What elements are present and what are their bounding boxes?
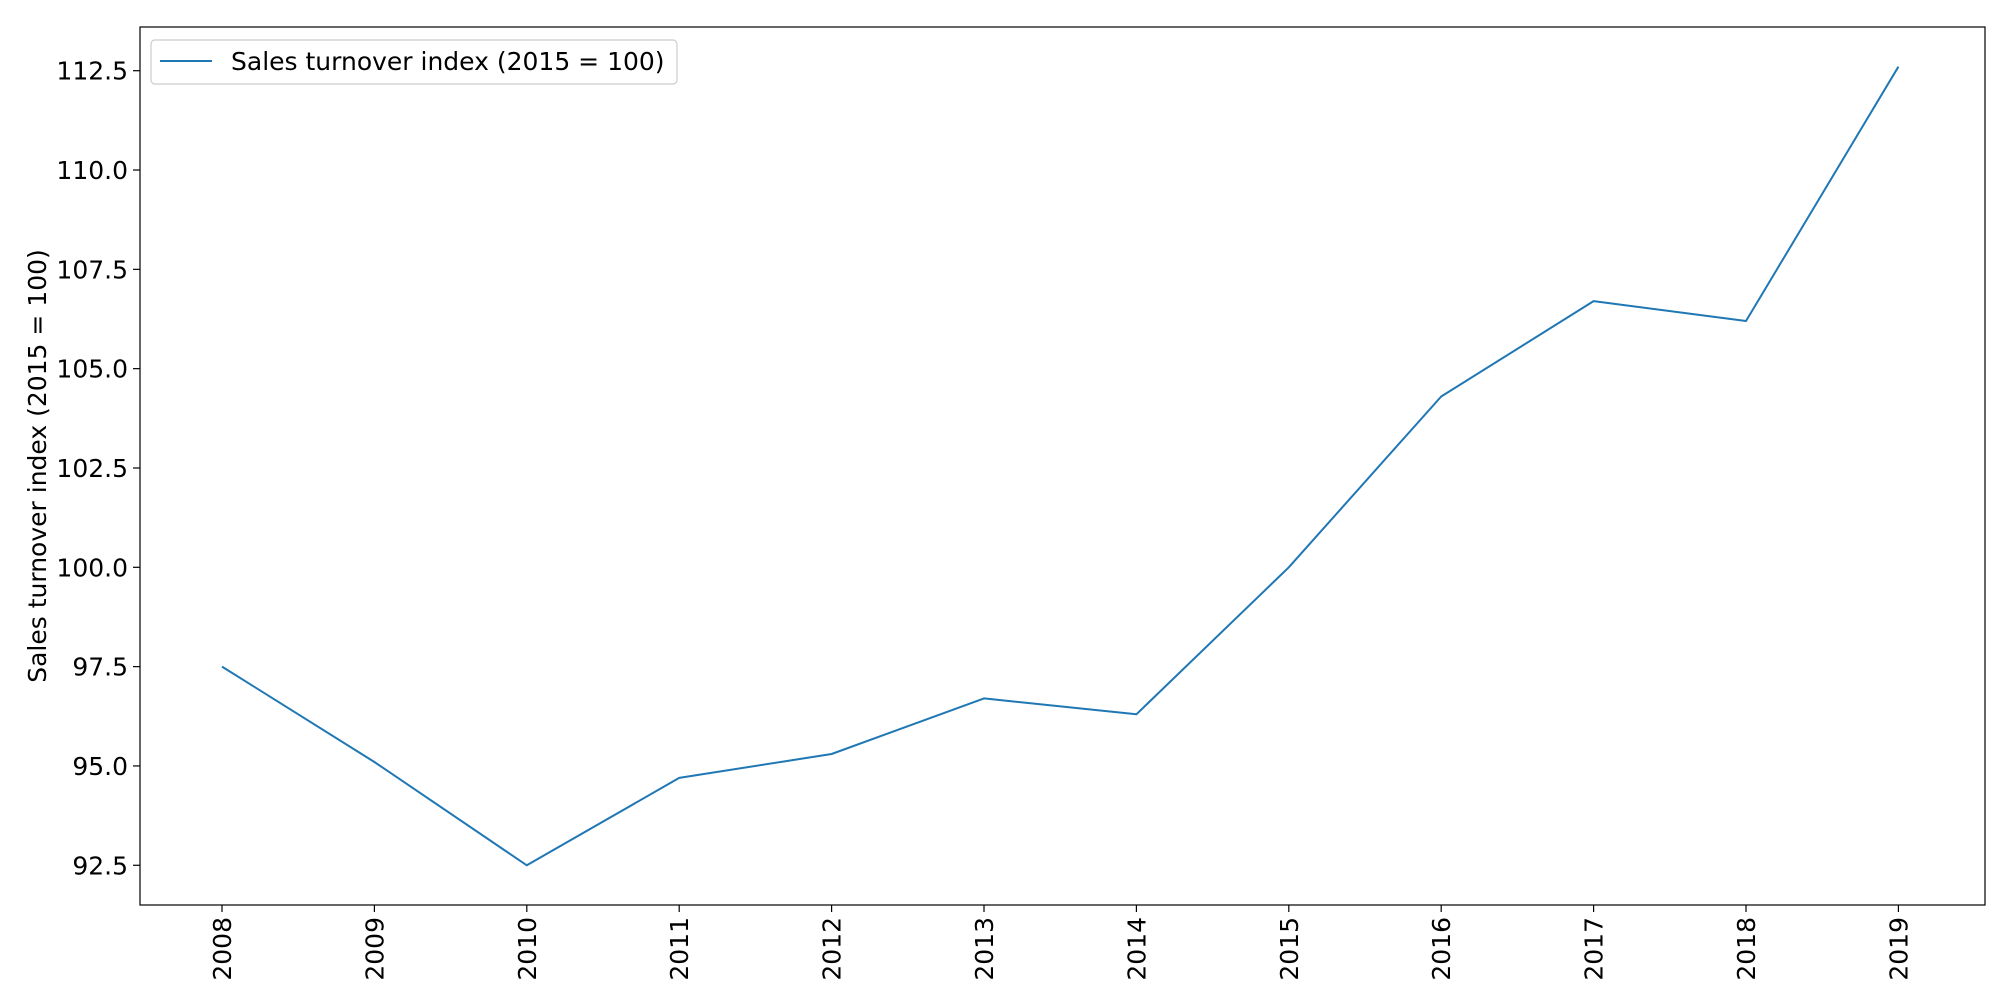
y-tick-label: 102.5 (56, 454, 128, 483)
y-tick-label: 112.5 (56, 57, 128, 86)
x-tick-label: 2016 (1427, 917, 1456, 981)
y-tick-label: 95.0 (72, 752, 128, 781)
series-line (221, 66, 1900, 867)
x-tick-label: 2015 (1275, 917, 1304, 981)
plot-frame (139, 26, 1986, 906)
y-tick-label: 107.5 (56, 255, 128, 284)
x-tick-label: 2010 (513, 917, 542, 981)
y-axis-ticks: 92.5 95.0 97.5 100.0 102.5 105.0 107.5 110.0 112… (56, 57, 140, 880)
x-tick-label: 2009 (360, 917, 389, 981)
y-tick-label: 105.0 (56, 355, 128, 384)
x-tick-label: 2019 (1884, 917, 1913, 981)
x-tick-label: 2014 (1122, 917, 1151, 981)
x-tick-label: 2017 (1580, 917, 1609, 981)
x-tick-label: 2011 (665, 917, 694, 981)
x-tick-label: 2013 (970, 917, 999, 981)
x-axis-ticks: 2008 2009 2010 2011 2012 2013 2014 2015 2016 2017… (208, 905, 1913, 981)
y-tick-label: 97.5 (72, 653, 128, 682)
legend-box (150, 39, 678, 85)
legend-label: Sales turnover index (2015 = 100) (231, 47, 665, 76)
y-tick-label: 110.0 (56, 156, 128, 185)
x-tick-label: 2012 (818, 917, 847, 981)
x-tick-label: 2018 (1732, 917, 1761, 981)
plot-area (140, 27, 1985, 905)
x-tick-label: 2008 (208, 917, 237, 981)
y-tick-label: 100.0 (56, 553, 128, 582)
y-axis-title: Sales turnover index (2015 = 100) (23, 249, 52, 683)
y-tick-label: 92.5 (72, 851, 128, 880)
legend: Sales turnover index (2015 = 100) (150, 39, 678, 85)
series-layer (221, 66, 1900, 867)
